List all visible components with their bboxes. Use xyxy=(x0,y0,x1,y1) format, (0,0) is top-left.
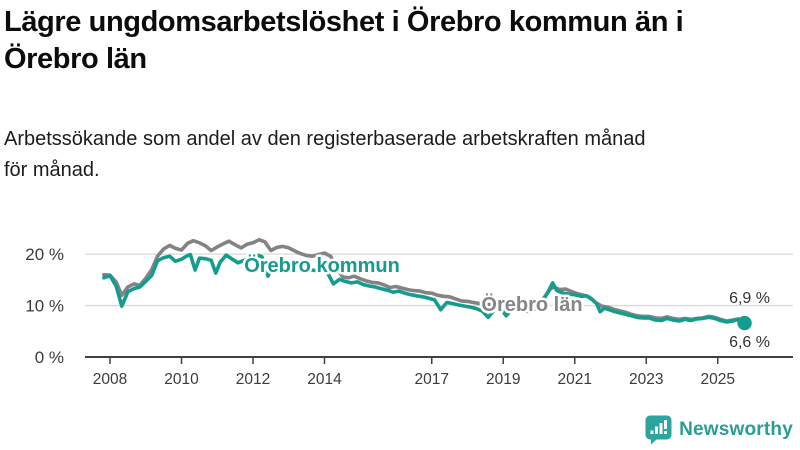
x-tick-label: 2014 xyxy=(307,371,342,388)
newsworthy-badge-icon xyxy=(645,415,672,445)
chart-title: Lägre ungdomsarbetslöshet i Örebro kommu… xyxy=(4,4,794,78)
x-tick-label: 2017 xyxy=(415,371,449,388)
end-value-label-lan: 6,9 % xyxy=(729,290,770,307)
x-tick-label: 2025 xyxy=(701,371,735,388)
y-tick-label: 10 % xyxy=(25,297,64,316)
x-tick-label: 2023 xyxy=(629,371,663,388)
end-value-label-kommun: 6,6 % xyxy=(729,334,770,351)
newsworthy-logo: Newsworthy xyxy=(645,415,793,445)
series-end-dot xyxy=(737,315,752,331)
y-tick-label: 0 % xyxy=(35,348,64,367)
chart-subtitle: Arbetssökande som andel av den registerb… xyxy=(4,124,794,186)
chart-subtitle-line1: Arbetssökande som andel av den registerb… xyxy=(4,128,646,150)
series-label-kommun: Örebro kommun xyxy=(244,254,400,277)
x-tick-label: 2019 xyxy=(486,371,520,388)
series-label-lan: Örebro län xyxy=(481,293,582,316)
x-tick-label: 2010 xyxy=(164,371,199,388)
chart-title-line2: Örebro län xyxy=(4,43,147,75)
chart-subtitle-line2: för månad. xyxy=(4,159,100,181)
newsworthy-brand-text: Newsworthy xyxy=(679,419,793,440)
data-series xyxy=(102,237,752,331)
x-tick-label: 2021 xyxy=(558,371,592,388)
y-axis-labels: 0 % 10 % 20 % xyxy=(25,245,64,367)
series-line-lan xyxy=(102,237,747,324)
chart-title-line1: Lägre ungdomsarbetslöshet i Örebro kommu… xyxy=(4,6,684,38)
y-tick-label: 20 % xyxy=(25,245,64,264)
x-axis-labels: 2008 2010 2012 2014 2017 2019 2021 2023 2025 xyxy=(93,371,735,388)
x-tick-label: 2012 xyxy=(236,371,270,388)
x-axis xyxy=(85,356,793,364)
series-line-kommun xyxy=(102,252,747,325)
x-tick-label: 2008 xyxy=(93,371,127,388)
